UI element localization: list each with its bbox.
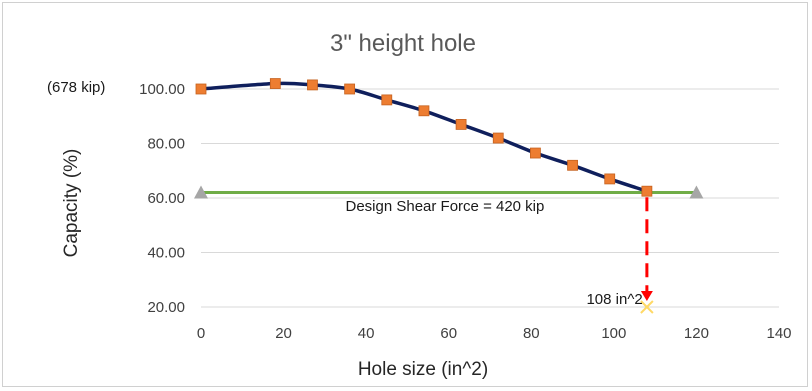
x-tick-labels: 0 20 40 60 80 100 120 140 bbox=[197, 325, 792, 342]
x-tick-label: 100 bbox=[601, 325, 626, 342]
x-tick-label: 120 bbox=[684, 325, 709, 342]
annotation-hole-size: 108 in^2 bbox=[586, 291, 642, 308]
chart-frame: 3" height hole 0 20 40 60 80 100 120 140 20.00 4… bbox=[2, 2, 808, 387]
y-tick-label: 60.00 bbox=[147, 190, 185, 207]
data-point bbox=[307, 79, 318, 91]
data-point bbox=[195, 83, 207, 95]
data-point bbox=[689, 185, 704, 199]
data-point bbox=[455, 119, 467, 130]
markers bbox=[194, 78, 704, 199]
x-tick-label: 80 bbox=[523, 325, 540, 342]
data-point bbox=[604, 173, 616, 185]
x-tick-label: 140 bbox=[766, 325, 791, 342]
y-tick-label: 80.00 bbox=[147, 136, 185, 153]
x-axis-title: Hole size (in^2) bbox=[358, 359, 488, 380]
x-tick-label: 20 bbox=[275, 325, 292, 342]
data-point bbox=[194, 185, 208, 199]
drop-marker bbox=[640, 300, 654, 314]
gridlines bbox=[201, 88, 779, 308]
chart: 3" height hole 0 20 40 60 80 100 120 140 20.00 4… bbox=[47, 30, 792, 380]
data-point bbox=[492, 132, 504, 144]
data-point bbox=[530, 147, 541, 159]
data-point bbox=[641, 185, 653, 197]
series-line bbox=[200, 81, 648, 193]
chart-title: 3" height hole bbox=[330, 30, 476, 57]
data-point bbox=[567, 159, 578, 171]
data-point bbox=[381, 94, 393, 106]
y-tick-label: 20.00 bbox=[147, 299, 185, 316]
data-point bbox=[344, 83, 356, 95]
y-tick-labels: 20.00 40.00 60.00 80.00 100.00 bbox=[139, 81, 185, 316]
data-point bbox=[269, 78, 281, 89]
annotation-capacity-kip: (678 kip) bbox=[47, 79, 105, 96]
data-point bbox=[418, 105, 430, 117]
annotation-design-shear: Design Shear Force = 420 kip bbox=[346, 198, 545, 215]
y-tick-label: 40.00 bbox=[147, 245, 185, 262]
x-tick-label: 0 bbox=[197, 325, 205, 342]
drop-annotation bbox=[640, 197, 654, 314]
series-lines bbox=[200, 81, 697, 195]
x-tick-label: 60 bbox=[440, 325, 457, 342]
x-tick-label: 40 bbox=[358, 325, 375, 342]
y-axis-title: Capacity (%) bbox=[61, 149, 82, 258]
drop-arrow bbox=[640, 291, 653, 301]
y-tick-label: 100.00 bbox=[139, 81, 185, 98]
